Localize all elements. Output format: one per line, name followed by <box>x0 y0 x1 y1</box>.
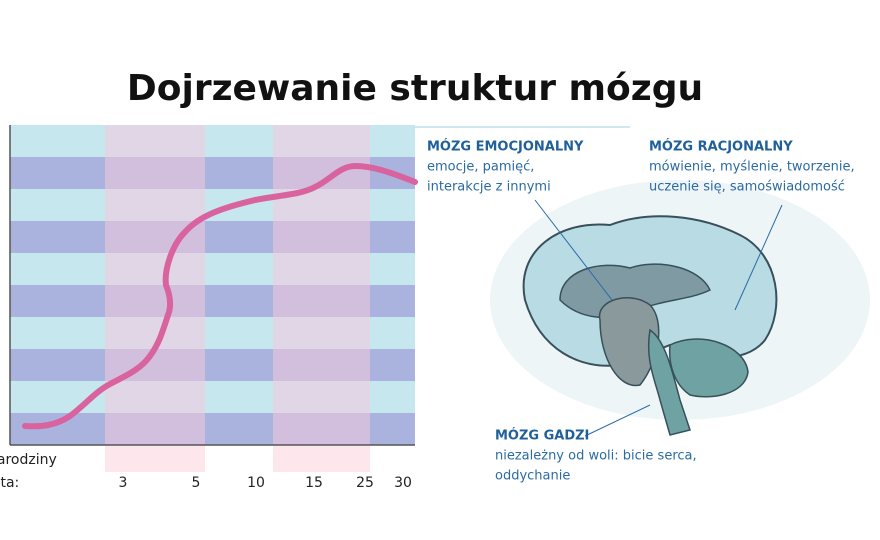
maturation-curve <box>22 162 418 430</box>
annotation-text: mówienie, myślenie, tworzenie, <box>649 160 855 175</box>
annotation: MÓZG GADZI niezależny od woli: bicie ser… <box>495 428 697 484</box>
annotation-text: emocje, pamięć, <box>427 160 534 175</box>
birth-label: narodziny <box>0 452 57 468</box>
x-tick-label: 3 <box>119 475 128 491</box>
annotation-title: MÓZG RACJONALNY <box>649 139 793 155</box>
annotation: MÓZG RACJONALNY mówienie, myślenie, twor… <box>649 139 855 195</box>
annotation-title: MÓZG EMOCJONALNY <box>427 139 584 155</box>
x-tick-label: 25 <box>356 475 374 491</box>
x-tick-label: 30 <box>394 475 412 491</box>
x-tick-label: 10 <box>247 475 265 491</box>
annotation-text: interakcje z innymi <box>427 180 551 195</box>
annotation: MÓZG EMOCJONALNY emocje, pamięć, interak… <box>427 139 584 195</box>
chart-background <box>9 125 630 472</box>
x-tick-label: 15 <box>305 475 323 491</box>
annotation-text: uczenie się, samoświadomość <box>649 180 845 195</box>
title: Dojrzewanie struktur mózgu <box>127 68 703 109</box>
annotation-text: niezależny od woli: bicie serca, <box>495 449 697 464</box>
brain-illustration <box>490 180 870 437</box>
x-ticks: 3 5 10 15 25 30 <box>119 475 412 491</box>
annotation-text: oddychanie <box>495 469 570 484</box>
annotation-title: MÓZG GADZI <box>495 428 589 444</box>
years-label: lata: <box>0 475 19 491</box>
x-tick-label: 5 <box>192 475 201 491</box>
